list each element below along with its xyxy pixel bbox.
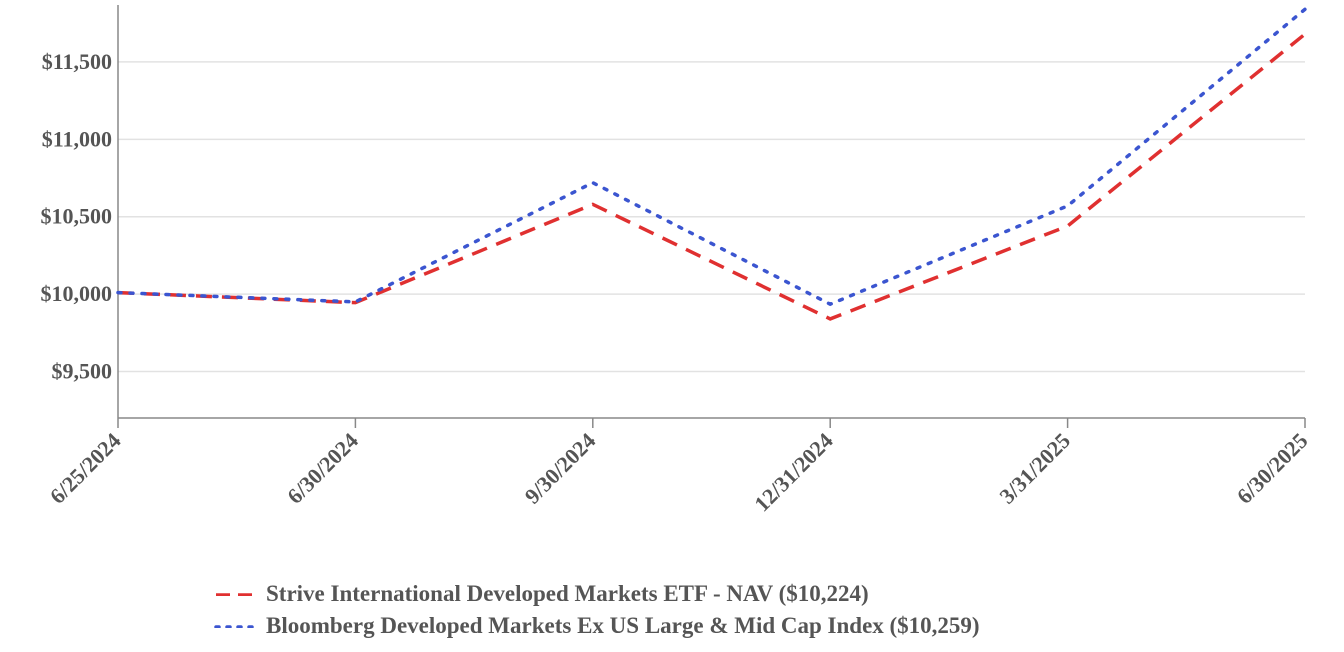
y-tick-label: $10,500 (41, 204, 113, 229)
x-tick-label: 6/30/2025 (1232, 428, 1313, 509)
y-axis-ticks: $9,500 $10,000 $10,500 $11,000 $11,500 (41, 49, 113, 384)
y-tick-label: $11,000 (42, 126, 112, 151)
x-axis-ticks: 6/25/2024 6/30/2024 9/30/2024 12/31/2024 3/3… (45, 418, 1313, 516)
legend-label-strive: Strive International Developed Markets E… (266, 581, 869, 606)
legend-item-strive: Strive International Developed Markets E… (214, 578, 980, 610)
y-tick-label: $11,500 (42, 49, 112, 74)
legend-swatch-dashed (216, 593, 256, 596)
legend: Strive International Developed Markets E… (214, 578, 980, 642)
y-tick-label: $10,000 (41, 281, 113, 306)
legend-swatch-dotted (214, 625, 258, 628)
line-chart: $9,500 $10,000 $10,500 $11,000 $11,500 6/25/… (41, 5, 1313, 516)
series-lines (116, 7, 1307, 321)
x-tick-label: 9/30/2024 (520, 428, 601, 509)
y-tick-label: $9,500 (52, 359, 113, 384)
x-tick-label: 3/31/2025 (994, 428, 1075, 509)
gridlines (118, 61, 1305, 373)
series-line-bloomberg (116, 7, 1307, 307)
legend-item-bloomberg: Bloomberg Developed Markets Ex US Large … (214, 610, 980, 642)
x-tick-label: 12/31/2024 (749, 428, 838, 517)
x-tick-label: 6/30/2024 (282, 428, 363, 509)
series-line-strive (117, 32, 1307, 321)
legend-label-bloomberg: Bloomberg Developed Markets Ex US Large … (266, 613, 980, 638)
x-tick-label: 6/25/2024 (45, 428, 126, 509)
